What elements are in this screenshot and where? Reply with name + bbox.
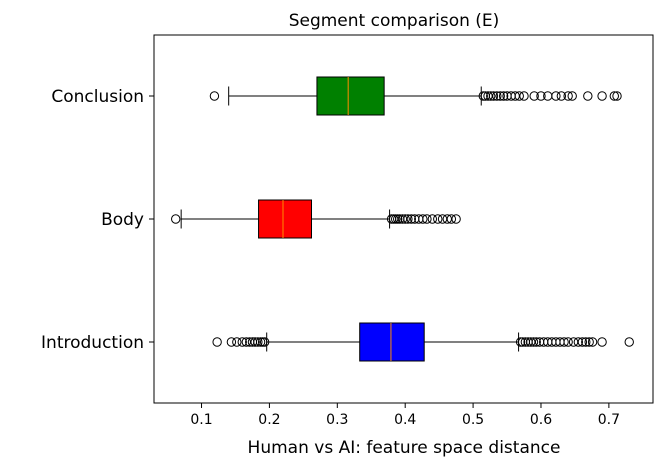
outlier-point bbox=[597, 337, 607, 347]
outlier-point bbox=[609, 91, 620, 101]
outlier-point bbox=[568, 337, 579, 347]
box-group-introduction bbox=[212, 322, 634, 362]
outlier-point bbox=[559, 337, 569, 347]
outlier-point bbox=[237, 337, 247, 347]
outlier-point bbox=[422, 214, 432, 224]
outlier-point bbox=[531, 337, 541, 347]
iqr-box bbox=[359, 322, 425, 362]
outlier-point bbox=[563, 337, 573, 347]
outlier-point bbox=[573, 337, 584, 347]
outlier-point bbox=[451, 214, 461, 224]
outlier-point bbox=[232, 337, 242, 347]
outlier-point bbox=[488, 91, 499, 101]
iqr-box bbox=[316, 76, 385, 116]
plot-frame bbox=[153, 34, 654, 404]
outlier-point bbox=[403, 214, 413, 224]
outlier-point bbox=[446, 214, 457, 224]
y-axis-labels: Introduction Body Conclusion bbox=[41, 87, 154, 353]
outlier-point bbox=[536, 91, 546, 101]
outlier-point bbox=[253, 337, 263, 347]
outlier-point bbox=[528, 337, 539, 347]
outlier-point bbox=[406, 214, 417, 224]
outlier-point bbox=[551, 91, 561, 101]
x-axis-label: Human vs AI: feature space distance bbox=[248, 438, 561, 458]
outlier-point bbox=[498, 91, 509, 101]
outlier-point bbox=[400, 214, 410, 224]
iqr-box bbox=[258, 199, 313, 239]
outlier-point bbox=[612, 91, 622, 101]
box-series bbox=[171, 76, 634, 362]
outlier-point bbox=[433, 214, 443, 224]
outlier-point bbox=[556, 91, 567, 101]
x-tick-label: 0.6 bbox=[530, 412, 552, 428]
x-axis-ticks: 0.1 0.2 0.3 0.4 0.5 0.6 0.7 bbox=[190, 403, 620, 428]
y-category-label: Introduction bbox=[41, 333, 144, 353]
x-tick-label: 0.5 bbox=[462, 412, 484, 428]
outlier-point bbox=[427, 214, 438, 224]
outlier-point bbox=[597, 91, 607, 101]
outlier-point bbox=[519, 91, 529, 101]
outlier-point bbox=[437, 214, 448, 224]
x-tick-label: 0.2 bbox=[258, 412, 280, 428]
outlier-point bbox=[577, 337, 588, 347]
outlier-point bbox=[171, 214, 181, 224]
outlier-point bbox=[587, 337, 598, 347]
outlier-point bbox=[495, 91, 505, 101]
x-tick-label: 0.3 bbox=[326, 412, 348, 428]
outlier-point bbox=[259, 337, 270, 347]
outlier-point bbox=[250, 337, 260, 347]
outlier-point bbox=[486, 91, 496, 101]
outlier-point bbox=[529, 91, 539, 101]
outlier-point bbox=[212, 337, 222, 347]
x-tick-label: 0.7 bbox=[598, 412, 620, 428]
outlier-point bbox=[226, 337, 237, 347]
outlier-point bbox=[418, 214, 428, 224]
x-tick-label: 0.1 bbox=[190, 412, 212, 428]
outlier-point bbox=[563, 91, 573, 101]
chart-title: Segment comparison (E) bbox=[289, 11, 500, 31]
y-category-label: Conclusion bbox=[51, 87, 144, 107]
y-category-label: Body bbox=[101, 210, 144, 230]
outlier-point bbox=[624, 337, 634, 347]
x-tick-label: 0.4 bbox=[394, 412, 416, 428]
outlier-point bbox=[492, 91, 502, 101]
box-group-conclusion bbox=[209, 76, 622, 116]
outlier-point bbox=[209, 91, 220, 101]
outlier-point bbox=[567, 91, 577, 101]
outlier-point bbox=[584, 337, 594, 347]
box-group-body bbox=[171, 199, 461, 239]
outlier-point bbox=[581, 337, 591, 347]
outlier-point bbox=[583, 91, 593, 101]
outlier-point bbox=[514, 91, 524, 101]
